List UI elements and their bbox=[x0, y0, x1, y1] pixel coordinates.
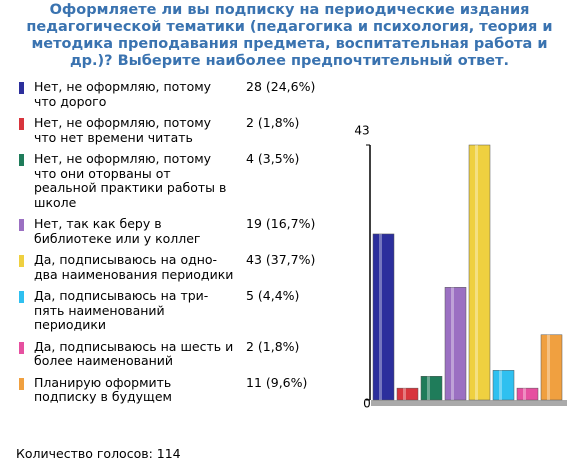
option-value: 11 (9,6%) bbox=[246, 374, 308, 390]
bar-shine bbox=[451, 287, 454, 400]
bar-shine bbox=[379, 233, 382, 400]
option-row: Нет, не оформляю, потому что дорого 28 (2… bbox=[16, 79, 336, 109]
option-label: Да, подписываюсь на одно-два наименовани… bbox=[34, 252, 234, 282]
option-value: 28 (24,6%) bbox=[246, 79, 316, 94]
option-label: Да, подписываюсь на три-пять наименовани… bbox=[34, 288, 209, 332]
option-label: Нет, не оформляю, потому что они оторван… bbox=[34, 151, 227, 210]
bar bbox=[420, 376, 443, 401]
option-icon bbox=[19, 377, 24, 390]
bar-shine bbox=[475, 145, 478, 400]
bar-shine bbox=[403, 388, 406, 400]
option-label: Нет, не оформляю, потому что дорого bbox=[34, 79, 212, 109]
option-row: Нет, не оформляю, потому что они оторван… bbox=[16, 151, 336, 210]
option-row: Нет, так как беру в библиотеке или у кол… bbox=[16, 216, 336, 246]
bar bbox=[372, 233, 395, 401]
bar bbox=[516, 387, 539, 401]
bar bbox=[540, 334, 563, 401]
option-icon bbox=[19, 118, 24, 130]
option-row: Нет, не оформляю, потому что нет времени… bbox=[16, 115, 336, 145]
option-value: 4 (3,5%) bbox=[246, 151, 300, 166]
option-label: Нет, так как беру в библиотеке или у кол… bbox=[34, 216, 201, 246]
option-value: 2 (1,8%) bbox=[246, 338, 300, 354]
bar bbox=[468, 144, 491, 401]
bar-shine bbox=[427, 376, 430, 400]
y-tick-label: 0 bbox=[363, 397, 371, 411]
option-icon bbox=[19, 219, 24, 231]
option-icon bbox=[19, 154, 24, 166]
option-value: 43 (37,7%) bbox=[246, 252, 316, 267]
option-icon bbox=[19, 255, 24, 267]
vote-count: Количество голосов: 114 bbox=[16, 446, 181, 461]
bar bbox=[444, 287, 467, 401]
floor bbox=[371, 400, 567, 406]
option-icon bbox=[19, 341, 24, 354]
option-row: Планирую оформить подписку в будущем 11 (… bbox=[16, 374, 336, 405]
option-list: Нет, не оформляю, потому что дорого 28 (2… bbox=[16, 79, 336, 412]
bar bbox=[492, 370, 515, 401]
option-value: 2 (1,8%) bbox=[246, 115, 300, 130]
option-icon bbox=[19, 82, 24, 94]
option-row: Да, подписываюсь на три-пять наименовани… bbox=[16, 288, 336, 333]
option-icon bbox=[19, 291, 24, 303]
poll-title: Оформляете ли вы подписку на периодическ… bbox=[26, 2, 553, 69]
bar-shine bbox=[547, 334, 550, 400]
option-row: Да, подписываюсь на одно-два наименовани… bbox=[16, 252, 336, 282]
option-value: 19 (16,7%) bbox=[246, 216, 316, 231]
option-row: Да, подписываюсь на шесть и более наимен… bbox=[16, 338, 336, 369]
y-tick-label: 43 bbox=[354, 124, 369, 138]
option-value: 5 (4,4%) bbox=[246, 288, 300, 303]
bar bbox=[396, 387, 419, 401]
option-label: Да, подписываюсь на шесть и более наимен… bbox=[34, 338, 234, 368]
bar-shine bbox=[523, 388, 526, 400]
option-label: Планирую оформить подписку в будущем bbox=[34, 374, 172, 404]
option-label: Нет, не оформляю, потому что нет времени… bbox=[34, 115, 212, 145]
bar-shine bbox=[499, 370, 502, 400]
